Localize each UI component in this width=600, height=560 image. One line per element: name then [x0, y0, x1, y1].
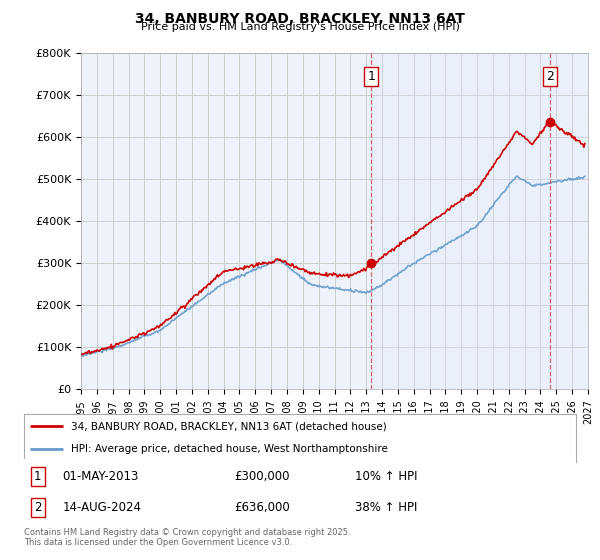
Text: 38% ↑ HPI: 38% ↑ HPI	[355, 501, 418, 514]
Text: 34, BANBURY ROAD, BRACKLEY, NN13 6AT: 34, BANBURY ROAD, BRACKLEY, NN13 6AT	[135, 12, 465, 26]
Text: 14-AUG-2024: 14-AUG-2024	[62, 501, 142, 514]
Text: 1: 1	[367, 70, 376, 83]
Text: 34, BANBURY ROAD, BRACKLEY, NN13 6AT (detached house): 34, BANBURY ROAD, BRACKLEY, NN13 6AT (de…	[71, 421, 386, 431]
Text: 10% ↑ HPI: 10% ↑ HPI	[355, 470, 418, 483]
Bar	[550, 53, 588, 389]
Text: £300,000: £300,000	[234, 470, 289, 483]
Text: 1: 1	[34, 470, 41, 483]
Text: £636,000: £636,000	[234, 501, 290, 514]
Text: HPI: Average price, detached house, West Northamptonshire: HPI: Average price, detached house, West…	[71, 444, 388, 454]
Text: Contains HM Land Registry data © Crown copyright and database right 2025.
This d: Contains HM Land Registry data © Crown c…	[24, 528, 350, 547]
Text: 2: 2	[34, 501, 41, 514]
Text: 2: 2	[547, 70, 554, 83]
Text: 01-MAY-2013: 01-MAY-2013	[62, 470, 139, 483]
Bar	[371, 53, 550, 389]
Text: Price paid vs. HM Land Registry's House Price Index (HPI): Price paid vs. HM Land Registry's House …	[140, 22, 460, 32]
